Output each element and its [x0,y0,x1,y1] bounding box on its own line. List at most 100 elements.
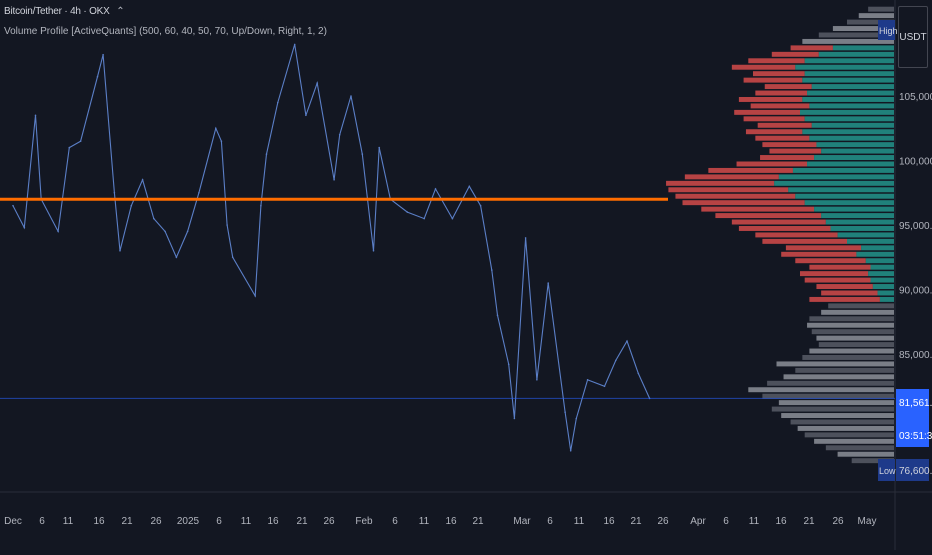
volume-bar-down [731,219,826,225]
time-tick-label: 11 [574,516,585,527]
symbol-legend[interactable]: Bitcoin/Tether · 4h · OKX ⌃ [4,6,125,17]
volume-bar-down [785,245,862,251]
volume-bar-up [816,142,894,148]
volume-bar [821,309,894,315]
volume-bar-up [792,167,894,173]
time-tick-label: 6 [723,516,729,527]
collapse-legend-icon[interactable]: ⌃ [116,6,125,17]
volume-bar-up [814,206,894,212]
time-tick-label: Dec [4,516,22,527]
volume-bar-down [736,161,808,167]
currency-unit-button[interactable]: USDT [898,6,928,68]
time-tick-label: 21 [803,516,815,527]
price-point [536,379,538,381]
time-tick-label: 16 [267,516,279,527]
volume-bar-down [738,97,803,102]
price-point [338,133,341,136]
volume-bar [771,406,894,412]
volume-bar-down [731,64,796,70]
time-tick-label: 11 [63,516,74,527]
volume-bar-down [771,51,819,57]
high-label-bg [878,20,895,40]
volume-bar-down [800,271,869,277]
volume-bar-up [802,97,894,102]
volume-bar [807,322,894,328]
volume-bar [851,458,894,464]
price-series [0,43,895,452]
price-line [12,44,651,451]
volume-bar-up [821,213,894,219]
price-point [305,114,307,117]
price-point [23,226,26,229]
volume-bar-down [743,77,803,83]
volume-bar-down [750,103,810,109]
volume-bar-down [762,142,817,148]
time-tick-label: 16 [445,516,457,527]
volume-bar-down [738,226,831,231]
price-tick-label: 90,000.0 [899,286,932,297]
price-point [96,75,99,78]
volume-bar-down [668,187,789,193]
volume-bar-up [804,200,894,206]
indicator-label: Volume Profile [ActiveQuants] (500, 60, … [4,26,327,37]
price-point [513,417,516,420]
volume-bar-up [877,290,894,296]
volume-bar-up [795,64,894,70]
price-point [57,230,59,233]
volume-bar-down [769,148,822,154]
volume-bar-up [818,51,894,57]
volume-bar [816,335,894,341]
time-tick-label: 21 [296,516,308,527]
symbol-label: Bitcoin/Tether · 4h · OKX [4,6,110,17]
price-point [507,363,510,366]
unit-label: USDT [899,31,927,43]
price-point [277,101,279,104]
volume-bar [748,387,894,393]
time-tick-label: 11 [241,516,252,527]
volume-bar-up [804,116,894,122]
volume-bar-down [715,213,822,219]
price-point [260,204,262,207]
volume-bar [837,451,894,457]
time-tick-label: 16 [775,516,787,527]
time-tick-label: 16 [603,516,615,527]
indicator-legend[interactable]: Volume Profile [ActiveQuants] (500, 60, … [4,26,327,37]
time-tick-label: 26 [323,516,335,527]
price-point [496,314,499,317]
time-tick-label: 2025 [177,516,200,527]
price-point [586,379,589,381]
price-point [575,417,578,420]
volume-bar-down [795,258,866,264]
price-point [141,179,144,181]
price-point [434,188,437,190]
volume-bar-up [832,45,894,51]
volume-bar-up [821,148,894,154]
volume-profile [666,6,894,464]
volume-bar [778,400,894,406]
volume-bar-up [811,122,894,128]
price-point [186,230,189,233]
low-label: Low [879,466,896,476]
price-point [293,43,296,46]
volume-bar-up [865,258,894,264]
volume-bar [809,316,894,322]
volume-bar-up [856,251,894,257]
countdown-label: 03:51:30 [899,431,932,442]
volume-bar-down [762,238,847,244]
volume-bar-down [755,232,838,238]
volume-bar [797,425,894,431]
price-point [547,282,549,284]
volume-bar [858,13,894,19]
high-marker: High [878,20,898,40]
volume-bar-down [816,284,873,289]
price-tick-label: 95,000.0 [899,221,932,232]
price-point [220,140,223,142]
price-point [626,340,628,342]
volume-bar-up [802,129,894,135]
volume-bar-up [802,77,894,83]
time-tick-label: 11 [419,516,430,527]
time-tick-label: 21 [630,516,642,527]
